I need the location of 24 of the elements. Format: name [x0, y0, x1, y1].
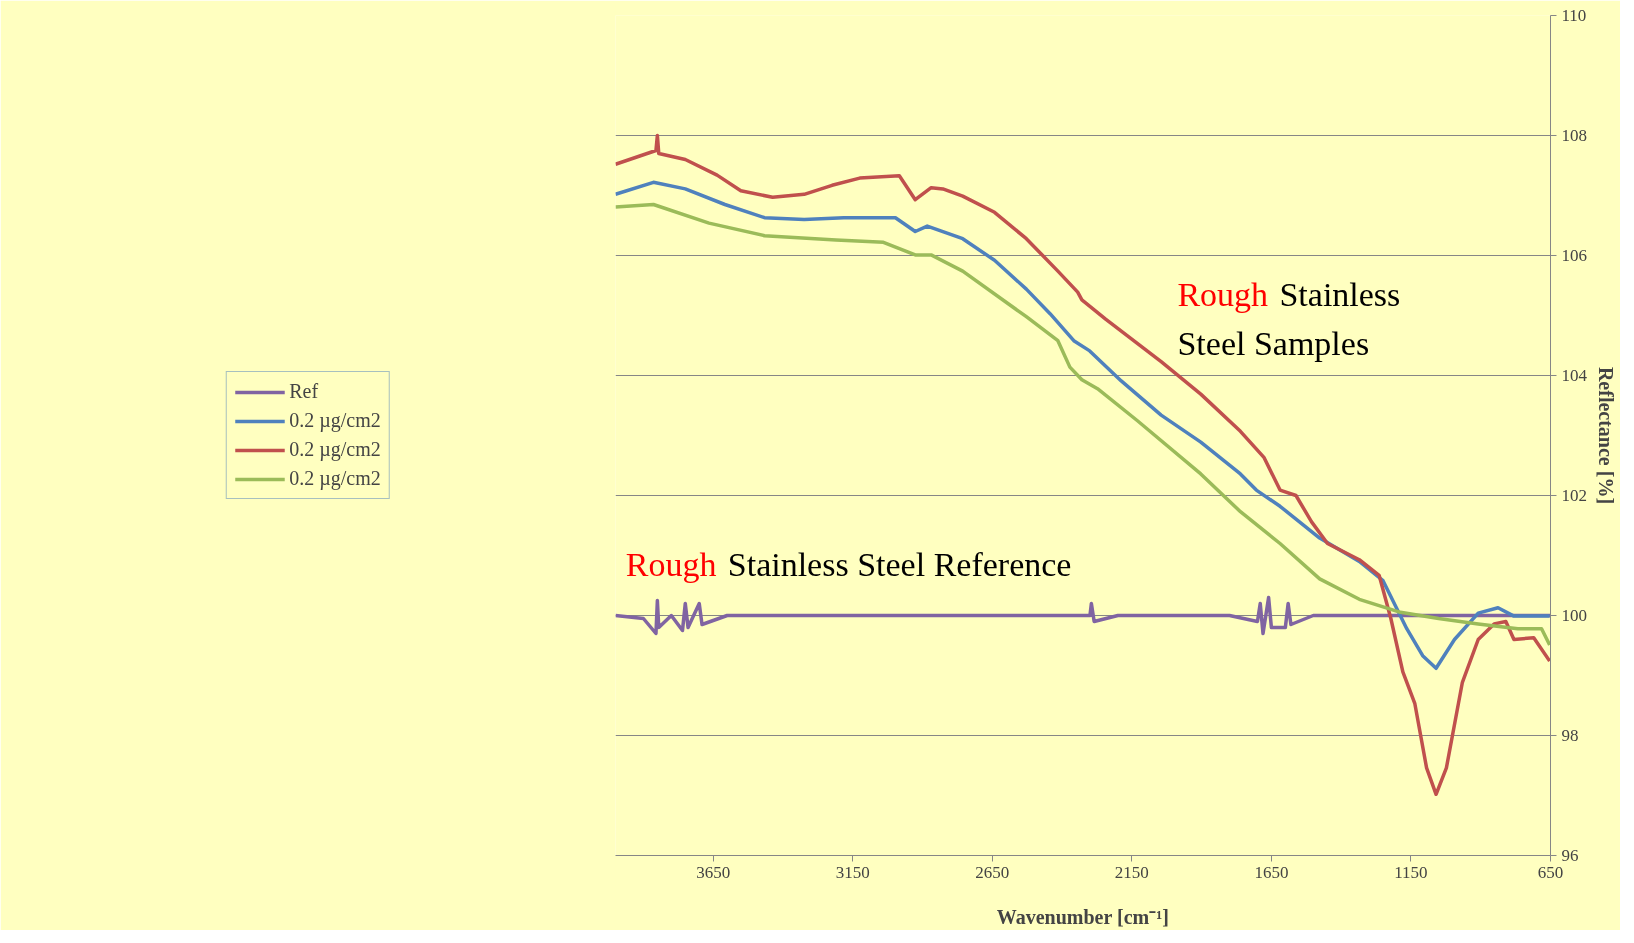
x-tick-label: 2150 — [1114, 862, 1149, 882]
y-tick-label: 98 — [1561, 726, 1579, 745]
y-tick-label: 106 — [1561, 246, 1587, 265]
annotation: Rough Stainless Steel Reference — [625, 546, 1072, 584]
x-tick-label: 2650 — [975, 862, 1010, 882]
y-tick-label: 110 — [1561, 6, 1587, 25]
line-series — [615, 133, 1551, 797]
annotation: Rough Stainless Steel Samples — [1177, 275, 1401, 363]
legend-label: 0.2 µg/cm2 — [289, 438, 381, 461]
y-axis-title: Reflectance [%] — [1595, 366, 1617, 505]
y-tick-label: 102 — [1561, 486, 1587, 505]
legend-label: Ref — [289, 380, 319, 403]
x-tick-label: 1150 — [1394, 862, 1428, 882]
y-tick-label: 104 — [1561, 366, 1588, 385]
x-axis-title: Wavenumber [cm⁻¹] — [996, 905, 1169, 928]
y-tick-label: 108 — [1561, 126, 1587, 145]
legend-label: 0.2 µg/cm2 — [289, 467, 381, 490]
x-tick-label: 1650 — [1254, 862, 1289, 882]
y-tick-label: 96 — [1561, 846, 1579, 865]
x-tick-label: 3650 — [696, 862, 731, 882]
x-tick-label: 650 — [1537, 862, 1564, 882]
y-tick-label: 100 — [1561, 606, 1587, 625]
x-tick-label: 3150 — [835, 862, 870, 882]
legend-label: 0.2 µg/cm2 — [289, 409, 381, 432]
